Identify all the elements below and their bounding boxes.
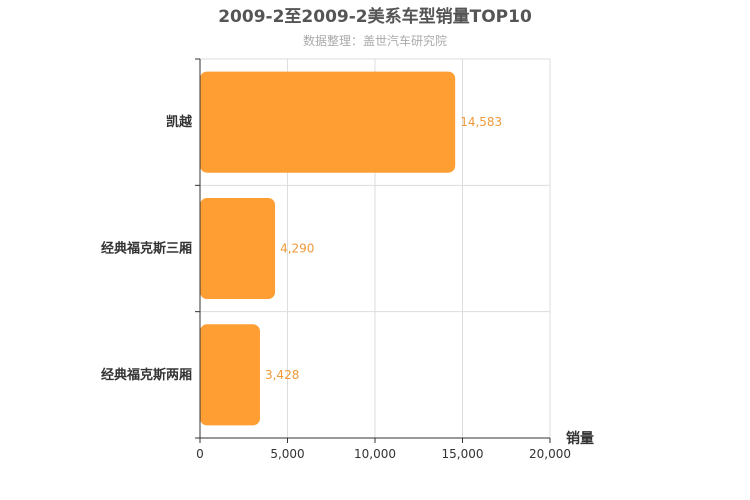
x-tick-label: 5,000 [270, 447, 304, 461]
category-label: 经典福克斯两厢 [101, 367, 192, 383]
bar [200, 324, 260, 426]
data-label: 14,583 [460, 115, 502, 129]
labels: 14,583 凯越 4,290 经典福克斯三厢 3,428 经典福克斯两厢 0 5,000 10… [101, 114, 571, 461]
x-axis-title: 销量 [566, 430, 594, 447]
data-label: 3,428 [265, 368, 299, 382]
chart-title: 2009-2至2009-2美系车型销量TOP10 [218, 6, 532, 27]
bar [200, 71, 456, 173]
chart-subtitle: 数据整理：盖世汽车研究院 [303, 33, 447, 48]
x-tick-label: 0 [196, 447, 204, 461]
category-label: 凯越 [166, 114, 193, 130]
x-tick-label: 10,000 [354, 447, 396, 461]
category-label: 经典福克斯三厢 [101, 241, 192, 257]
x-tick-label: 20,000 [529, 447, 571, 461]
x-tick-label: 15,000 [442, 447, 484, 461]
data-label: 4,290 [280, 242, 314, 256]
axes [195, 58, 551, 443]
bars [200, 71, 456, 426]
bar [200, 197, 276, 300]
